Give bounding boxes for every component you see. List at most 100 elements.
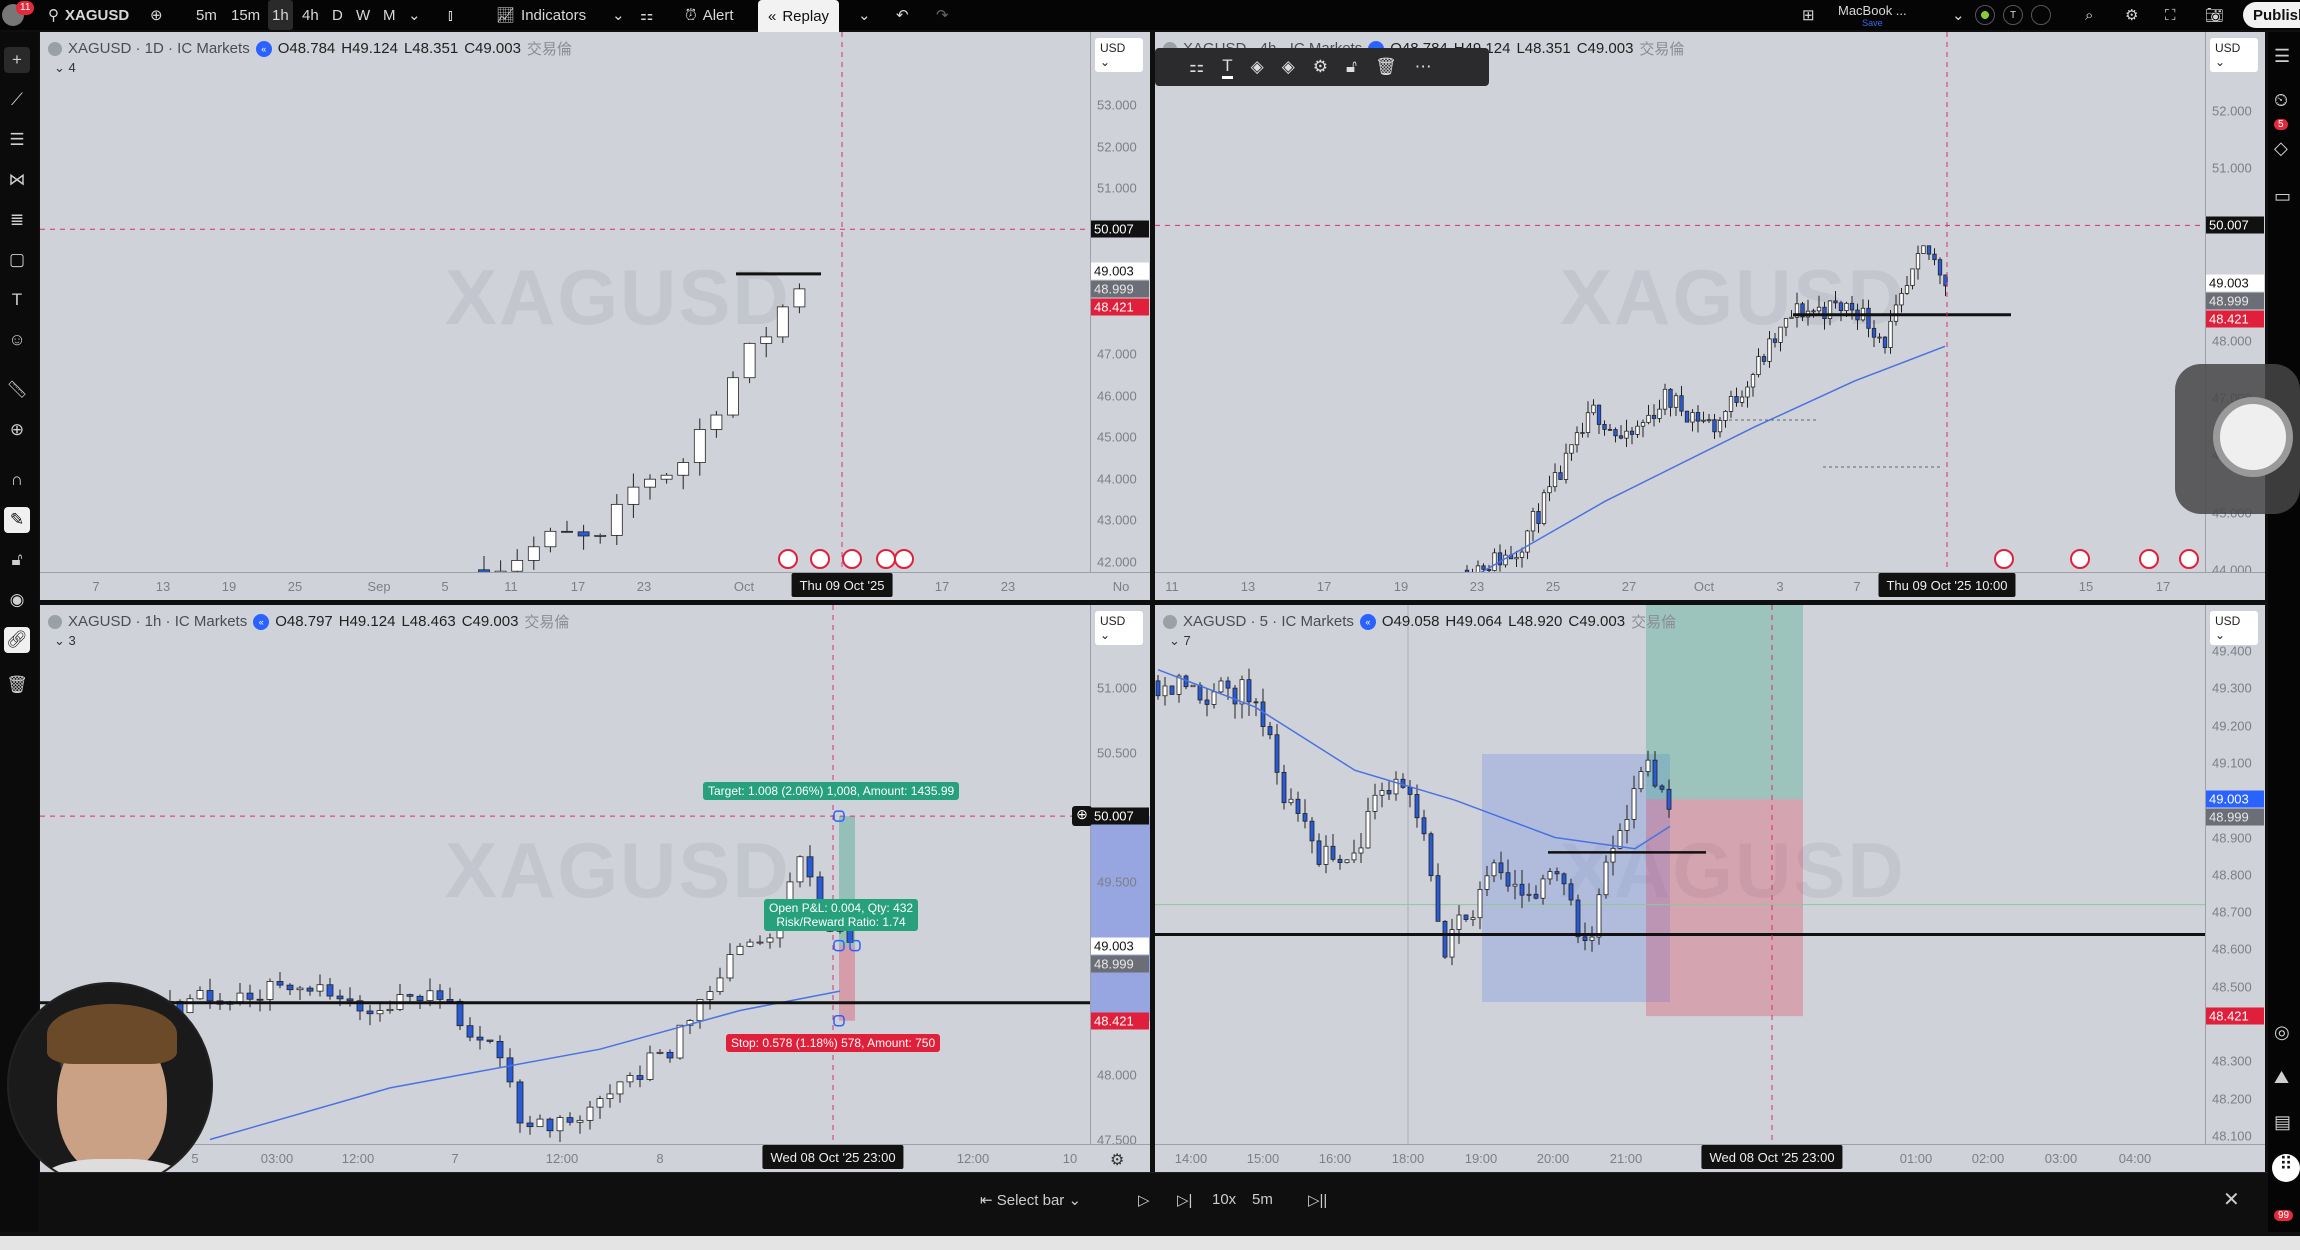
settings-icon[interactable]: ⚙ (2125, 7, 2139, 24)
interval-w[interactable]: W (356, 6, 371, 24)
price-chart[interactable] (40, 32, 1090, 572)
chart-pane-br[interactable]: XAGUSD XAGUSD · 5 · IC Markets « O49.058 H49… (1155, 605, 2265, 1172)
chart-legend[interactable]: XAGUSD · 1h · IC Markets « O48.797 H49.124 L… (48, 611, 569, 632)
avatar[interactable]: 11 (2, 0, 35, 30)
emoji-icon[interactable]: ☺ (8, 330, 26, 349)
green-circle-icon[interactable] (1975, 0, 1995, 30)
calendar-icon[interactable]: ▤ (2274, 1112, 2292, 1132)
interval-chevron-icon[interactable]: ⌄ (408, 7, 421, 24)
chart-legend[interactable]: XAGUSD · 1D · IC Markets « O48.784 H49.124 L… (48, 38, 572, 59)
add-symbol-button[interactable]: ⊕ (150, 7, 163, 24)
indicators-collapse-toggle[interactable]: ⌄ 3 (54, 633, 76, 648)
close-replay-button[interactable]: ✕ (2223, 1189, 2240, 1211)
alert-button[interactable]: ⏰︎ Alert (685, 0, 734, 30)
chart-title[interactable]: XAGUSD · 5 · IC Markets (1183, 613, 1354, 630)
pattern-icon[interactable]: ⋈ (8, 170, 26, 189)
lock-icon[interactable]: 🔓︎ (11, 550, 23, 569)
redo-icon[interactable]: ↷ (936, 7, 949, 24)
horizontal-lines-icon[interactable]: ☰ (9, 130, 25, 149)
quick-search-icon[interactable]: ⌕ (2085, 6, 2094, 24)
add-order-icon[interactable]: ⊕ (1072, 806, 1092, 827)
fill-icon[interactable]: ◈ (1250, 57, 1264, 76)
eye-icon[interactable]: ◉ (9, 590, 25, 609)
interval-15m[interactable]: 15m (231, 6, 261, 24)
time-axis[interactable]: 7 13 19 25 Sep 5 11 17 23 Oct 17 23 No Thu 09 Oct '25 (40, 572, 1150, 600)
undo-icon[interactable]: ↶ (896, 7, 909, 24)
zoom-in-icon[interactable]: ⊕ (9, 420, 25, 439)
interval-m[interactable]: M (383, 6, 396, 24)
text-icon[interactable]: T (11, 290, 23, 309)
price-chart[interactable] (1155, 605, 2205, 1144)
settings-icon[interactable]: ⚙ (1110, 1152, 1125, 1169)
chat-icon[interactable]: ▭ (2274, 186, 2292, 206)
border-color-icon[interactable]: ◈ (1281, 57, 1295, 76)
settings-icon[interactable]: ⚙ (1312, 57, 1329, 76)
delete-icon[interactable]: 🗑︎ (1375, 57, 1397, 76)
book-circle-icon[interactable] (2031, 0, 2051, 30)
price-chart[interactable] (1155, 32, 2205, 572)
indicators-collapse-toggle[interactable]: ⌄ 7 (1169, 633, 1191, 648)
currency-select[interactable]: USD ⌄ (1095, 611, 1143, 645)
crosshair-icon[interactable]: + (4, 47, 30, 73)
lock-icon[interactable]: 🔓︎ (1346, 57, 1358, 76)
time-axis[interactable]: 5 03:00 12:00 7 12:00 8 12:00 10 Wed 08 Oct '25 … (40, 1144, 1150, 1172)
price-axis[interactable]: USD ⌄ 49.003 48.999 48.421 49.400 49.300 49.20… (2205, 605, 2265, 1144)
notifications-badge[interactable]: 99 (2274, 1202, 2294, 1223)
interval-4h[interactable]: 4h (302, 6, 319, 24)
select-bar-button[interactable]: ⇤ Select bar ⌄ (980, 1191, 1081, 1209)
interval-button[interactable]: 5m (1252, 1191, 1273, 1208)
indicators-button[interactable]: 📈︎ Indicators (496, 0, 586, 30)
trend-line-icon[interactable]: ⟋ (11, 90, 23, 109)
interval-5m[interactable]: 5m (196, 6, 217, 24)
price-axis[interactable]: USD ⌄ 50.007 49.003 48.999 48.421 51.000 50.50… (1090, 605, 1150, 1147)
layers-icon[interactable]: ◇ (2274, 138, 2288, 158)
interval-1h[interactable]: 1h (268, 0, 293, 30)
assistive-touch-button[interactable] (2175, 364, 2300, 514)
currency-select[interactable]: USD ⌄ (2210, 611, 2258, 645)
layout-grid-icon[interactable]: ⊞ (1802, 7, 1815, 24)
link-icon[interactable]: 🔗︎ (4, 627, 30, 653)
interval-d[interactable]: D (332, 6, 343, 24)
alerts-icon[interactable]: ⏲5 (2274, 90, 2289, 130)
indicators-chevron-icon[interactable]: ⌄ (612, 7, 625, 24)
trash-icon[interactable]: 🗑︎ (6, 675, 28, 694)
publish-button[interactable]: Publish (2243, 2, 2300, 28)
mountain-icon[interactable]: ⛰ (2274, 1067, 2290, 1087)
lock-drawing-icon[interactable]: ✎ (4, 507, 30, 533)
time-axis[interactable]: 14:00 15:00 16:00 18:00 19:00 20:00 21:00 01:00… (1155, 1144, 2265, 1172)
chart-legend[interactable]: XAGUSD · 5 · IC Markets « O49.058 H49.064 L4… (1163, 611, 1676, 632)
apps-icon[interactable]: ⠿ (2272, 1154, 2300, 1182)
fullscreen-icon[interactable]: ⛶ (2165, 6, 2176, 24)
candles-icon[interactable]: ⫾ (448, 6, 453, 24)
chart-title[interactable]: XAGUSD · 1D · IC Markets (68, 40, 250, 57)
rectangle-icon[interactable]: ▢ (8, 250, 26, 269)
more-icon[interactable]: ⋯ (1414, 57, 1432, 76)
price-axis[interactable]: USD ⌄ 50.007 49.003 48.999 48.421 53.000 52.00… (1090, 32, 1150, 572)
speed-button[interactable]: 10x (1212, 1191, 1237, 1208)
templates-icon[interactable]: ⚏ (640, 7, 654, 24)
text-color-icon[interactable]: T (1222, 56, 1233, 79)
time-axis[interactable]: 11 13 17 19 23 25 27 Oct 3 7 15 17 Thu 09 Oct '25 10… (1155, 572, 2265, 600)
step-forward-button[interactable]: ▷| (1177, 1192, 1193, 1209)
chart-pane-bl[interactable]: XAGUSD XAGUSD · 1h · IC Markets « O48.797 H4… (40, 605, 1150, 1172)
layout-chevron-icon[interactable]: ⌄ (1952, 7, 1965, 24)
currency-select[interactable]: USD ⌄ (2210, 38, 2258, 72)
magnet-icon[interactable]: ∩ (10, 470, 24, 489)
currency-select[interactable]: USD ⌄ (1095, 38, 1143, 72)
layout-menu[interactable]: MacBook ... Save (1838, 0, 1907, 30)
camera-icon[interactable]: 📷︎ (2205, 7, 2225, 24)
template-icon[interactable]: ⚏ (1189, 57, 1205, 76)
watchlist-icon[interactable]: ☰ (2274, 46, 2291, 66)
replay-chevron-icon[interactable]: ⌄ (858, 7, 871, 24)
chart-pane-tl[interactable]: XAGUSD XAGUSD · 1D · IC Markets « O48.784 H4… (40, 32, 1150, 600)
play-button[interactable]: ▷ (1138, 1192, 1150, 1209)
ruler-icon[interactable]: 📏︎ (6, 380, 28, 399)
replay-button[interactable]: « Replay (758, 0, 840, 32)
symbol-search[interactable]: ⚲ XAGUSD (48, 0, 129, 30)
jump-to-realtime-button[interactable]: ▷|| (1308, 1192, 1328, 1209)
indicators-collapse-toggle[interactable]: ⌄ 4 (54, 60, 76, 75)
t-circle-icon[interactable]: T (2003, 0, 2023, 30)
fib-icon[interactable]: ≣ (9, 210, 25, 229)
target-icon[interactable]: ◎ (2274, 1022, 2290, 1042)
